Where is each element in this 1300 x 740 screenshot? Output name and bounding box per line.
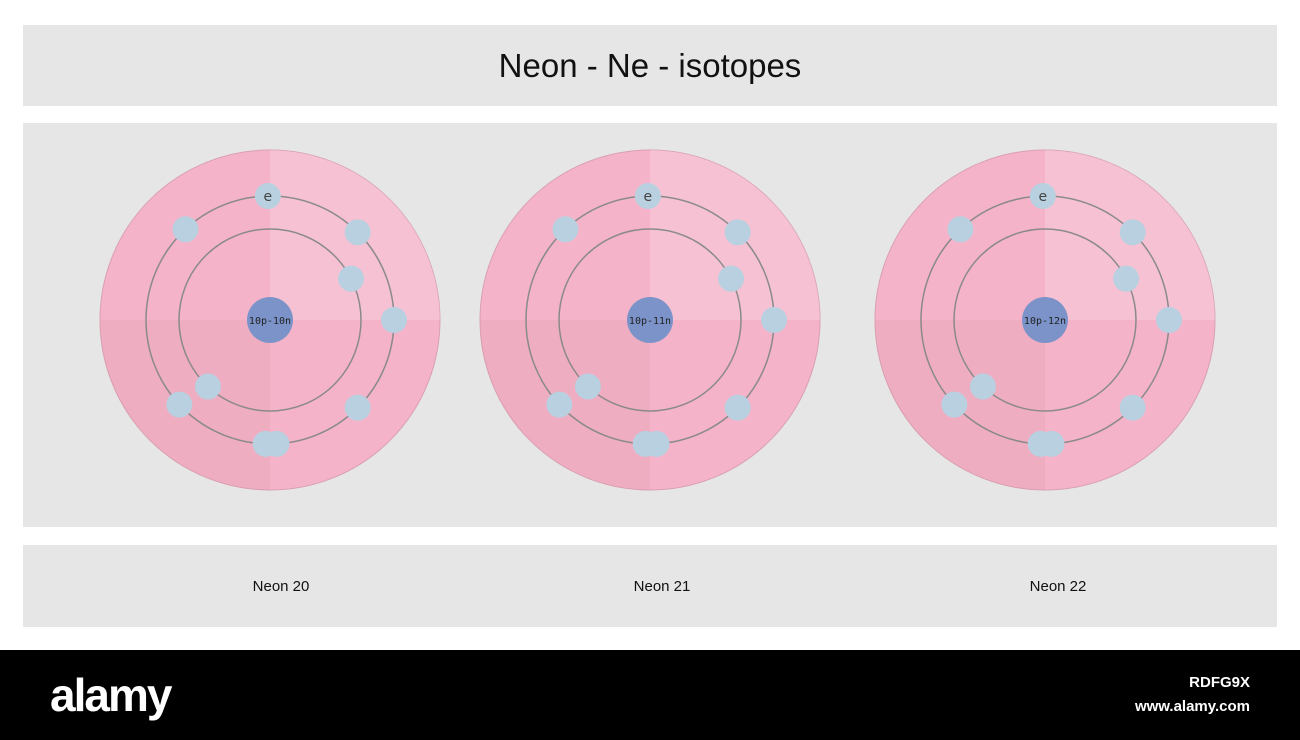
isotope-label-neon-20: Neon 20 xyxy=(252,578,310,595)
nucleus xyxy=(1022,297,1068,343)
electron xyxy=(761,307,787,333)
electron xyxy=(252,430,279,457)
electron xyxy=(1119,394,1146,421)
title-panel: Neon - Ne - isotopes xyxy=(23,25,1277,106)
electron xyxy=(381,307,407,333)
diagram-panel: e 10p-10n e 10p-11n e 10p-12n xyxy=(23,123,1277,527)
atoms-diagram: e 10p-10n e 10p-11n e 10p-12n xyxy=(99,149,1216,491)
orbit-shell-1 xyxy=(558,228,742,412)
electron xyxy=(1113,265,1140,292)
electron xyxy=(724,219,751,246)
orbit-shell-1 xyxy=(178,228,362,412)
footer-url: www.alamy.com xyxy=(1134,698,1250,715)
nucleus-label: 10p-12n xyxy=(1024,316,1066,327)
isotope-label-neon-21: Neon 21 xyxy=(633,578,691,595)
nucleus-label: 10p-10n xyxy=(249,316,291,327)
electron xyxy=(947,216,974,243)
nucleus xyxy=(247,297,293,343)
electron xyxy=(552,216,579,243)
atom-3: e 10p-12n xyxy=(874,149,1216,491)
alamy-logo: alamy xyxy=(50,669,172,721)
electron xyxy=(166,391,193,418)
electron xyxy=(574,373,601,400)
electron-label: e xyxy=(264,189,273,205)
atom-1: e 10p-10n xyxy=(99,149,441,491)
page-title: Neon - Ne - isotopes xyxy=(498,46,802,84)
electron xyxy=(344,219,371,246)
electron xyxy=(634,183,661,210)
electron xyxy=(1119,219,1146,246)
electron xyxy=(344,394,371,421)
label-panel: Neon 20 Neon 21 Neon 22 xyxy=(23,545,1277,627)
electron xyxy=(254,183,281,210)
electron xyxy=(1027,430,1054,457)
nucleus-label: 10p-11n xyxy=(629,316,671,327)
electron xyxy=(941,391,968,418)
electron xyxy=(969,373,996,400)
electron xyxy=(724,394,751,421)
electron xyxy=(1156,307,1182,333)
image-code: RDFG9X xyxy=(1189,674,1250,691)
electron xyxy=(1029,183,1056,210)
electron xyxy=(338,265,365,292)
electron xyxy=(718,265,745,292)
atom-2: e 10p-11n xyxy=(479,149,821,491)
watermark-footer: alamy RDFG9X www.alamy.com xyxy=(0,650,1300,740)
electron-label: e xyxy=(1039,189,1048,205)
electron xyxy=(194,373,221,400)
orbit-shell-1 xyxy=(953,228,1137,412)
electron-label: e xyxy=(644,189,653,205)
nucleus xyxy=(627,297,673,343)
electron xyxy=(632,430,659,457)
electron xyxy=(172,216,199,243)
electron xyxy=(546,391,573,418)
isotope-label-neon-22: Neon 22 xyxy=(1029,578,1087,595)
